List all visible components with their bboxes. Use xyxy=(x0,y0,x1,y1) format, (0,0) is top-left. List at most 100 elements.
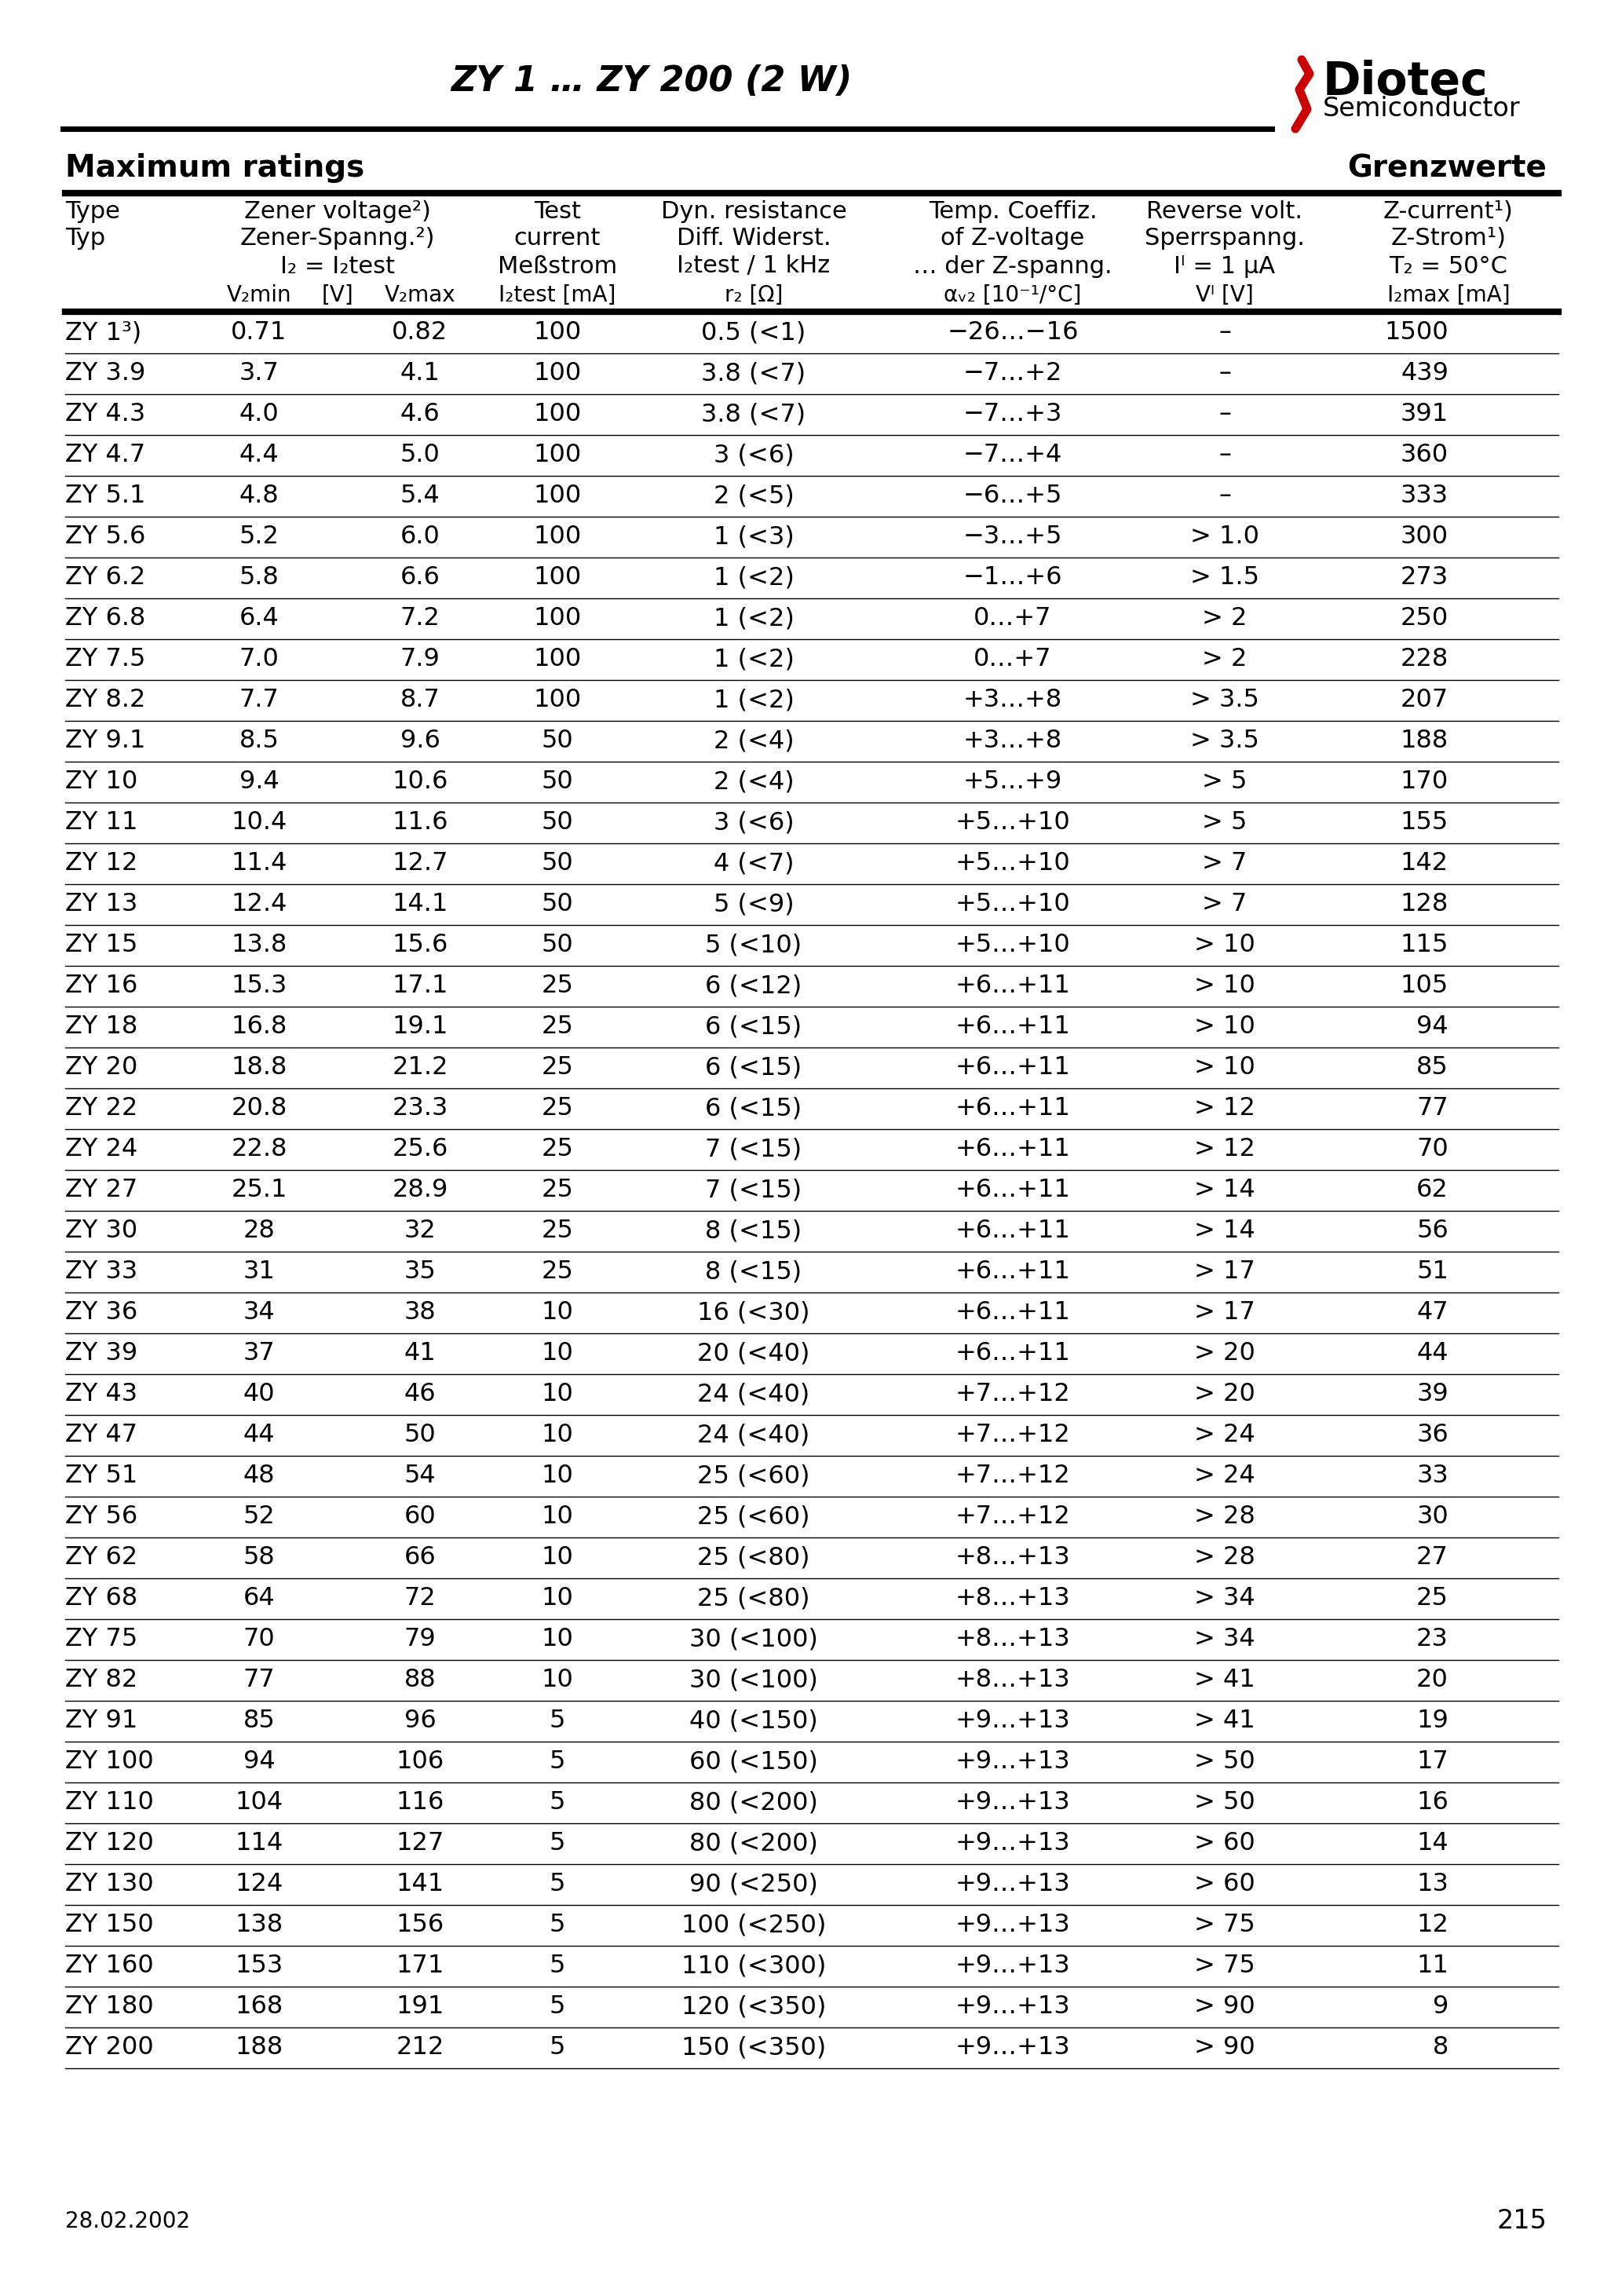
Text: > 10: > 10 xyxy=(1194,974,1255,999)
Text: 4.8: 4.8 xyxy=(238,484,279,507)
Text: 54: 54 xyxy=(404,1465,436,1488)
Text: ZY 56: ZY 56 xyxy=(65,1504,138,1529)
Text: > 60: > 60 xyxy=(1194,1832,1255,1855)
Text: +5…+10: +5…+10 xyxy=(955,810,1071,836)
Text: ZY 16: ZY 16 xyxy=(65,974,138,999)
Text: 6 (<15): 6 (<15) xyxy=(706,1015,801,1040)
Text: 70: 70 xyxy=(243,1628,276,1651)
Text: 70: 70 xyxy=(1416,1137,1448,1162)
Text: ZY 6.2: ZY 6.2 xyxy=(65,565,146,590)
Text: 22.8: 22.8 xyxy=(230,1137,287,1162)
Text: +7…+12: +7…+12 xyxy=(955,1424,1071,1446)
Text: Z-Strom¹): Z-Strom¹) xyxy=(1390,227,1507,250)
Text: 273: 273 xyxy=(1400,565,1448,590)
Text: 51: 51 xyxy=(1416,1261,1448,1283)
Text: 127: 127 xyxy=(396,1832,444,1855)
Text: 25: 25 xyxy=(542,1261,574,1283)
Text: 10: 10 xyxy=(542,1424,574,1446)
Text: > 90: > 90 xyxy=(1194,1995,1255,2018)
Text: [V]: [V] xyxy=(321,285,354,305)
Text: 10: 10 xyxy=(542,1587,574,1612)
Text: ZY 13: ZY 13 xyxy=(65,893,138,916)
Text: ZY 30: ZY 30 xyxy=(65,1219,138,1244)
Text: ZY 1 … ZY 200 (2 W): ZY 1 … ZY 200 (2 W) xyxy=(451,64,853,99)
Text: Dyn. resistance: Dyn. resistance xyxy=(660,200,847,223)
Text: 10.6: 10.6 xyxy=(393,769,448,794)
Text: > 10: > 10 xyxy=(1194,932,1255,957)
Text: 44: 44 xyxy=(243,1424,276,1446)
Text: 5.0: 5.0 xyxy=(401,443,440,468)
Text: 12: 12 xyxy=(1416,1913,1448,1938)
Text: 17.1: 17.1 xyxy=(393,974,448,999)
Text: 138: 138 xyxy=(235,1913,284,1938)
Text: > 17: > 17 xyxy=(1194,1302,1255,1325)
Text: 39: 39 xyxy=(1416,1382,1448,1407)
Text: ZY 39: ZY 39 xyxy=(65,1341,138,1366)
Text: −7…+2: −7…+2 xyxy=(963,360,1062,386)
Text: > 1.0: > 1.0 xyxy=(1191,526,1259,549)
Text: 60: 60 xyxy=(404,1504,436,1529)
Text: 7 (<15): 7 (<15) xyxy=(706,1178,801,1203)
Text: 25: 25 xyxy=(542,1097,574,1120)
Text: +6…+11: +6…+11 xyxy=(955,1015,1071,1040)
Text: 16 (<30): 16 (<30) xyxy=(697,1302,809,1325)
Text: 25: 25 xyxy=(1416,1587,1448,1612)
Text: –: – xyxy=(1218,360,1231,386)
Text: 11.4: 11.4 xyxy=(230,852,287,875)
Text: r₂ [Ω]: r₂ [Ω] xyxy=(725,285,783,305)
Text: 25: 25 xyxy=(542,1056,574,1079)
Text: ZY 33: ZY 33 xyxy=(65,1261,138,1283)
Text: 38: 38 xyxy=(404,1302,436,1325)
Text: 15.3: 15.3 xyxy=(230,974,287,999)
Text: −3…+5: −3…+5 xyxy=(963,526,1062,549)
Text: 100: 100 xyxy=(534,321,581,344)
Text: 5: 5 xyxy=(550,1913,566,1938)
Text: +9…+13: +9…+13 xyxy=(955,1708,1071,1733)
Text: +9…+13: +9…+13 xyxy=(955,1832,1071,1855)
Text: 23: 23 xyxy=(1416,1628,1448,1651)
Text: ZY 1³): ZY 1³) xyxy=(65,321,141,344)
Text: 36: 36 xyxy=(1416,1424,1448,1446)
Text: 5: 5 xyxy=(550,1750,566,1775)
Text: +5…+10: +5…+10 xyxy=(955,852,1071,875)
Text: +5…+10: +5…+10 xyxy=(955,932,1071,957)
Text: ZY 10: ZY 10 xyxy=(65,769,138,794)
Text: ZY 5.6: ZY 5.6 xyxy=(65,526,146,549)
Text: 48: 48 xyxy=(243,1465,276,1488)
Text: 25: 25 xyxy=(542,1219,574,1244)
Text: > 34: > 34 xyxy=(1194,1587,1255,1612)
Text: 300: 300 xyxy=(1400,526,1448,549)
Text: T₂ = 50°C: T₂ = 50°C xyxy=(1388,255,1508,278)
Text: 64: 64 xyxy=(243,1587,276,1612)
Text: 7 (<15): 7 (<15) xyxy=(706,1137,801,1162)
Text: 6 (<12): 6 (<12) xyxy=(706,974,801,999)
Text: 6.6: 6.6 xyxy=(401,565,440,590)
Text: 10: 10 xyxy=(542,1382,574,1407)
Text: > 90: > 90 xyxy=(1194,2037,1255,2060)
Text: –: – xyxy=(1218,443,1231,468)
Text: 25 (<80): 25 (<80) xyxy=(697,1587,809,1612)
Text: +7…+12: +7…+12 xyxy=(955,1504,1071,1529)
Text: ZY 43: ZY 43 xyxy=(65,1382,138,1407)
Text: ZY 8.2: ZY 8.2 xyxy=(65,689,146,712)
Text: ZY 24: ZY 24 xyxy=(65,1137,138,1162)
Text: 110 (<300): 110 (<300) xyxy=(681,1954,826,1979)
Text: 10: 10 xyxy=(542,1504,574,1529)
Text: 1 (<2): 1 (<2) xyxy=(714,689,795,712)
Text: –: – xyxy=(1218,484,1231,507)
Text: 5.4: 5.4 xyxy=(401,484,440,507)
Text: 30 (<100): 30 (<100) xyxy=(689,1669,817,1692)
Text: 5: 5 xyxy=(550,2037,566,2060)
Text: −7…+3: −7…+3 xyxy=(963,402,1062,427)
Text: 9.4: 9.4 xyxy=(238,769,279,794)
Text: 5.8: 5.8 xyxy=(238,565,279,590)
Text: ZY 6.8: ZY 6.8 xyxy=(65,606,146,631)
Text: 85: 85 xyxy=(243,1708,276,1733)
Text: +6…+11: +6…+11 xyxy=(955,974,1071,999)
Text: 24 (<40): 24 (<40) xyxy=(697,1382,809,1407)
Text: 66: 66 xyxy=(404,1545,436,1570)
Text: 2 (<4): 2 (<4) xyxy=(714,730,795,753)
Text: Typ: Typ xyxy=(65,227,105,250)
Text: 0…+7: 0…+7 xyxy=(973,647,1051,673)
Text: 153: 153 xyxy=(235,1954,284,1979)
